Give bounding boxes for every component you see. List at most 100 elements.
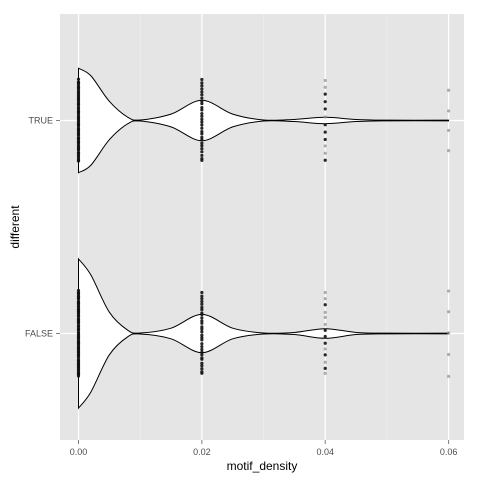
data-point	[76, 77, 81, 81]
data-point	[323, 107, 327, 111]
data-point	[323, 360, 327, 364]
data-point	[323, 310, 327, 314]
data-point	[200, 102, 204, 106]
data-point	[200, 305, 204, 309]
data-point	[76, 355, 81, 359]
data-point	[76, 159, 81, 163]
data-point	[200, 342, 204, 346]
data-point	[200, 87, 204, 91]
data-point	[200, 307, 204, 312]
data-point	[323, 322, 327, 327]
data-point	[200, 132, 204, 136]
data-point	[200, 357, 204, 361]
data-point	[76, 304, 81, 309]
data-point	[200, 96, 204, 100]
data-point	[76, 374, 81, 378]
data-points	[76, 77, 451, 378]
data-point	[200, 338, 204, 342]
data-point	[200, 130, 204, 134]
data-point	[200, 108, 204, 112]
data-point	[323, 315, 327, 319]
data-point	[200, 126, 204, 130]
data-point	[323, 334, 327, 339]
y-tick-label: FALSE	[25, 329, 53, 339]
data-point	[76, 302, 81, 306]
data-point	[200, 364, 204, 368]
data-point	[200, 302, 204, 306]
data-point	[200, 347, 204, 352]
data-point	[200, 77, 204, 82]
data-point	[200, 147, 204, 151]
data-point	[200, 327, 204, 331]
data-point	[76, 314, 81, 318]
data-point	[323, 158, 327, 162]
data-point	[200, 99, 204, 103]
data-point	[323, 115, 327, 119]
data-point	[200, 350, 204, 354]
data-point	[200, 135, 204, 139]
data-point	[200, 144, 204, 148]
data-point	[200, 117, 204, 121]
data-point	[446, 310, 451, 314]
data-point	[200, 297, 204, 301]
data-point	[76, 288, 81, 293]
data-point	[446, 109, 451, 113]
data-point	[323, 92, 327, 96]
data-point	[323, 123, 327, 127]
data-point	[76, 322, 81, 326]
data-point	[200, 123, 204, 127]
data-point	[446, 128, 451, 133]
data-point	[323, 353, 327, 357]
data-point	[76, 124, 81, 128]
y-axis-title: different	[8, 205, 22, 249]
data-point	[323, 100, 327, 104]
data-point	[323, 85, 327, 89]
data-point	[323, 328, 327, 332]
x-axis-title: motif_density	[227, 459, 298, 473]
data-point	[323, 137, 327, 142]
data-point	[323, 341, 327, 345]
y-axis-ticks: TRUE FALSE	[25, 116, 60, 339]
data-point	[200, 361, 204, 365]
data-point	[76, 133, 81, 137]
data-point	[200, 333, 204, 337]
data-point	[200, 150, 204, 154]
data-point	[446, 88, 451, 92]
data-point	[200, 120, 204, 124]
x-tick-label: 0.04	[316, 447, 334, 457]
data-point	[200, 335, 204, 340]
data-point	[323, 144, 327, 148]
data-point	[200, 353, 204, 357]
data-point	[446, 149, 451, 153]
x-axis-ticks: 0.00 0.02 0.04 0.06	[70, 440, 458, 457]
data-point	[200, 106, 204, 110]
x-tick-label: 0.06	[440, 447, 458, 457]
data-point	[200, 158, 204, 162]
data-point	[200, 294, 204, 298]
data-point	[200, 344, 204, 349]
data-point	[323, 366, 327, 370]
data-point	[200, 299, 204, 304]
data-point	[200, 321, 204, 325]
panel-background	[60, 14, 464, 440]
data-point	[200, 81, 204, 85]
y-tick-label: TRUE	[29, 116, 54, 126]
data-point	[76, 103, 81, 107]
data-point	[323, 371, 327, 375]
data-point	[200, 114, 204, 118]
data-point	[200, 93, 204, 97]
data-point	[200, 290, 204, 295]
data-point	[323, 130, 327, 134]
data-point	[446, 352, 451, 357]
data-point	[200, 153, 204, 158]
data-point	[200, 138, 204, 142]
data-point	[200, 84, 204, 88]
data-point	[200, 319, 204, 323]
data-point	[323, 290, 327, 295]
data-point	[200, 313, 204, 317]
data-point	[323, 78, 327, 83]
data-point	[200, 90, 204, 94]
violin-true	[78, 67, 450, 174]
data-point	[446, 289, 451, 293]
